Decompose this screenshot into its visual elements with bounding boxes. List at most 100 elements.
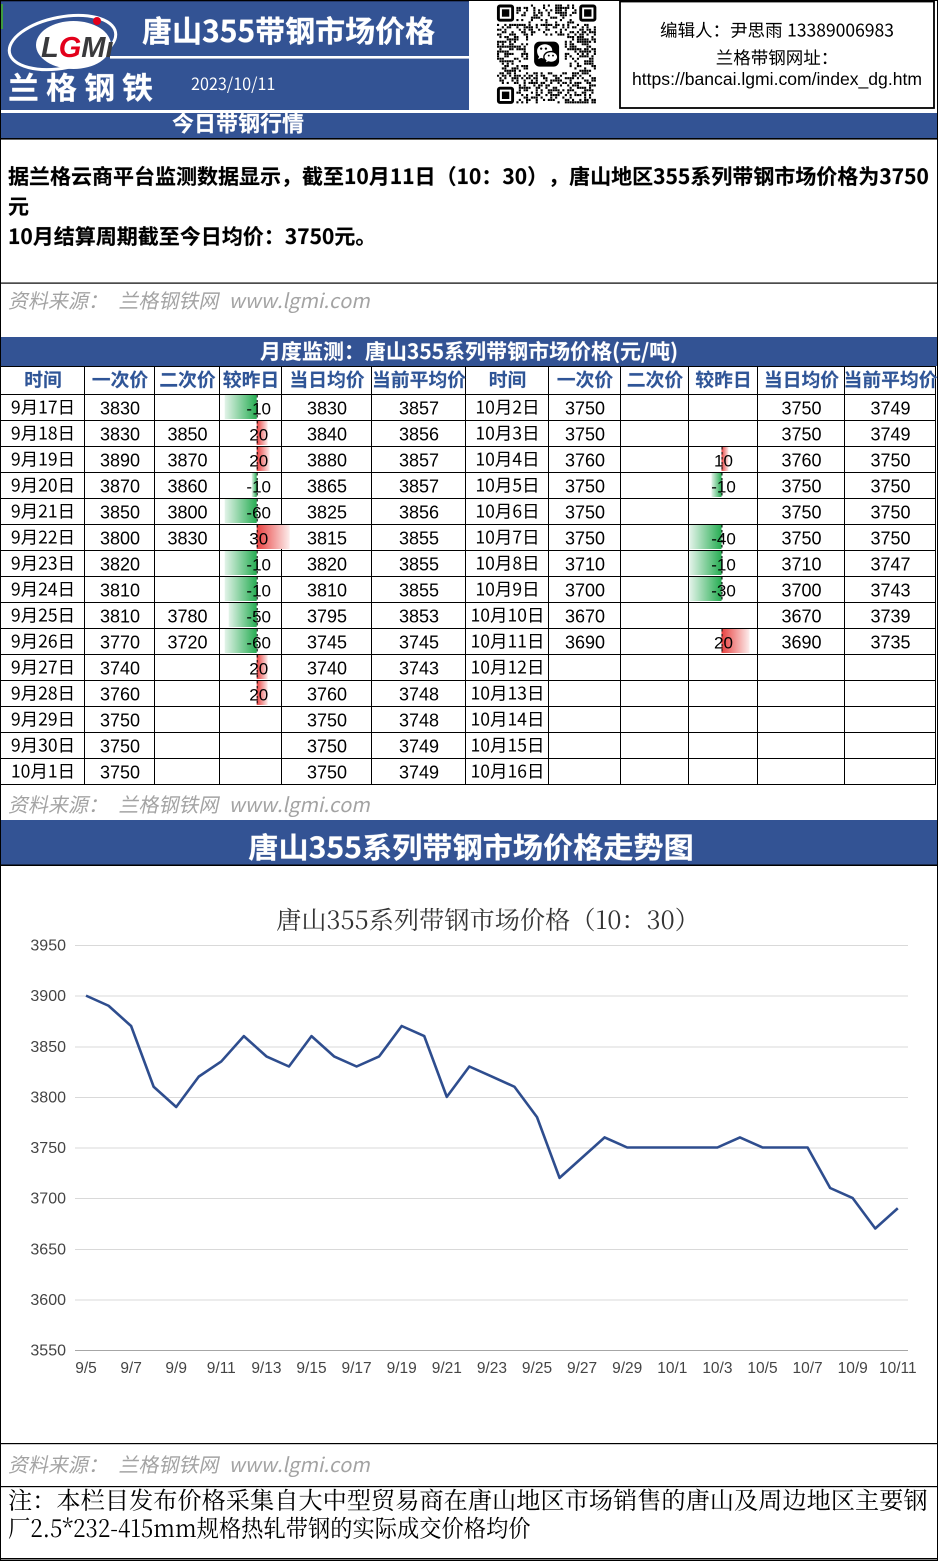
svg-text:3750: 3750 — [565, 477, 605, 497]
svg-text:3750: 3750 — [870, 503, 910, 523]
svg-text:9/11: 9/11 — [207, 1360, 236, 1377]
svg-text:-50: -50 — [246, 608, 271, 627]
svg-text:3825: 3825 — [307, 503, 347, 523]
svg-text:3749: 3749 — [399, 737, 439, 757]
svg-text:10/7: 10/7 — [793, 1360, 823, 1377]
svg-text:https://bancai.lgmi.com/index_: https://bancai.lgmi.com/index_dg.htm — [632, 69, 922, 90]
svg-text:3800: 3800 — [30, 1089, 66, 1106]
svg-text:10/9: 10/9 — [838, 1360, 868, 1377]
svg-text:-10: -10 — [246, 582, 271, 601]
svg-text:3815: 3815 — [307, 529, 347, 549]
svg-text:3690: 3690 — [781, 633, 821, 653]
svg-text:3800: 3800 — [100, 529, 140, 549]
svg-text:3740: 3740 — [307, 659, 347, 679]
svg-text:-10: -10 — [246, 400, 271, 419]
svg-text:3810: 3810 — [307, 581, 347, 601]
svg-text:3750: 3750 — [307, 737, 347, 757]
svg-text:10/3: 10/3 — [702, 1360, 732, 1377]
svg-text:3750: 3750 — [870, 477, 910, 497]
svg-text:-60: -60 — [246, 634, 271, 653]
svg-text:3748: 3748 — [399, 685, 439, 705]
svg-text:3865: 3865 — [307, 477, 347, 497]
svg-text:10/5: 10/5 — [747, 1360, 777, 1377]
svg-text:20: 20 — [249, 660, 268, 679]
svg-text:3750: 3750 — [307, 763, 347, 783]
svg-text:3760: 3760 — [781, 451, 821, 471]
svg-text:3750: 3750 — [100, 737, 140, 757]
svg-text:3830: 3830 — [100, 399, 140, 419]
svg-text:-10: -10 — [246, 556, 271, 575]
svg-text:-10: -10 — [246, 478, 271, 497]
svg-text:3857: 3857 — [399, 477, 439, 497]
svg-text:9/29: 9/29 — [612, 1360, 642, 1377]
svg-text:3550: 3550 — [30, 1343, 66, 1360]
svg-text:3870: 3870 — [167, 451, 207, 471]
svg-text:10/11: 10/11 — [879, 1360, 917, 1377]
svg-text:-40: -40 — [711, 530, 736, 549]
svg-text:3890: 3890 — [100, 451, 140, 471]
svg-text:3830: 3830 — [100, 425, 140, 445]
svg-text:9/9: 9/9 — [165, 1360, 187, 1377]
svg-text:9/17: 9/17 — [342, 1360, 372, 1377]
svg-text:3750: 3750 — [781, 425, 821, 445]
svg-text:3750: 3750 — [100, 763, 140, 783]
svg-text:3750: 3750 — [100, 711, 140, 731]
svg-text:3855: 3855 — [399, 555, 439, 575]
svg-text:-10: -10 — [711, 478, 736, 497]
svg-text:3720: 3720 — [167, 633, 207, 653]
svg-text:3700: 3700 — [781, 581, 821, 601]
svg-text:3750: 3750 — [781, 503, 821, 523]
svg-text:3600: 3600 — [30, 1292, 66, 1309]
svg-text:9/15: 9/15 — [296, 1360, 326, 1377]
svg-text:3800: 3800 — [167, 503, 207, 523]
svg-text:3740: 3740 — [100, 659, 140, 679]
svg-text:3745: 3745 — [399, 633, 439, 653]
svg-text:3700: 3700 — [30, 1191, 66, 1208]
svg-text:9/23: 9/23 — [477, 1360, 507, 1377]
svg-text:3710: 3710 — [565, 555, 605, 575]
svg-text:20: 20 — [249, 452, 268, 471]
svg-text:3748: 3748 — [399, 711, 439, 731]
svg-text:3855: 3855 — [399, 529, 439, 549]
svg-text:3710: 3710 — [781, 555, 821, 575]
svg-text:3750: 3750 — [870, 529, 910, 549]
svg-text:3840: 3840 — [307, 425, 347, 445]
svg-text:3749: 3749 — [870, 399, 910, 419]
svg-text:9/13: 9/13 — [251, 1360, 281, 1377]
svg-text:20: 20 — [249, 426, 268, 445]
svg-text:3857: 3857 — [399, 451, 439, 471]
svg-text:10/1: 10/1 — [657, 1360, 687, 1377]
svg-text:3700: 3700 — [565, 581, 605, 601]
svg-text:3950: 3950 — [30, 938, 66, 955]
svg-text:3855: 3855 — [399, 581, 439, 601]
svg-text:3750: 3750 — [565, 425, 605, 445]
svg-text:3830: 3830 — [167, 529, 207, 549]
svg-text:-30: -30 — [711, 582, 736, 601]
svg-text:3870: 3870 — [100, 477, 140, 497]
svg-text:3749: 3749 — [870, 425, 910, 445]
svg-text:3735: 3735 — [870, 633, 910, 653]
svg-text:3750: 3750 — [565, 399, 605, 419]
svg-text:3650: 3650 — [30, 1241, 66, 1258]
svg-text:9/21: 9/21 — [432, 1360, 462, 1377]
svg-text:3857: 3857 — [399, 399, 439, 419]
svg-text:3850: 3850 — [100, 503, 140, 523]
svg-text:3760: 3760 — [565, 451, 605, 471]
svg-text:20: 20 — [714, 634, 733, 653]
svg-text:10: 10 — [714, 452, 733, 471]
svg-text:3850: 3850 — [30, 1039, 66, 1056]
svg-text:3820: 3820 — [307, 555, 347, 575]
svg-text:3750: 3750 — [781, 477, 821, 497]
svg-text:9/25: 9/25 — [522, 1360, 552, 1377]
svg-text:3750: 3750 — [781, 529, 821, 549]
svg-text:3750: 3750 — [565, 529, 605, 549]
svg-text:3743: 3743 — [870, 581, 910, 601]
svg-text:3900: 3900 — [30, 988, 66, 1005]
svg-text:3760: 3760 — [307, 685, 347, 705]
svg-text:3739: 3739 — [870, 607, 910, 627]
svg-text:3830: 3830 — [307, 399, 347, 419]
svg-text:9/7: 9/7 — [120, 1360, 142, 1377]
svg-text:3850: 3850 — [167, 425, 207, 445]
svg-text:3860: 3860 — [167, 477, 207, 497]
svg-text:3750: 3750 — [565, 503, 605, 523]
